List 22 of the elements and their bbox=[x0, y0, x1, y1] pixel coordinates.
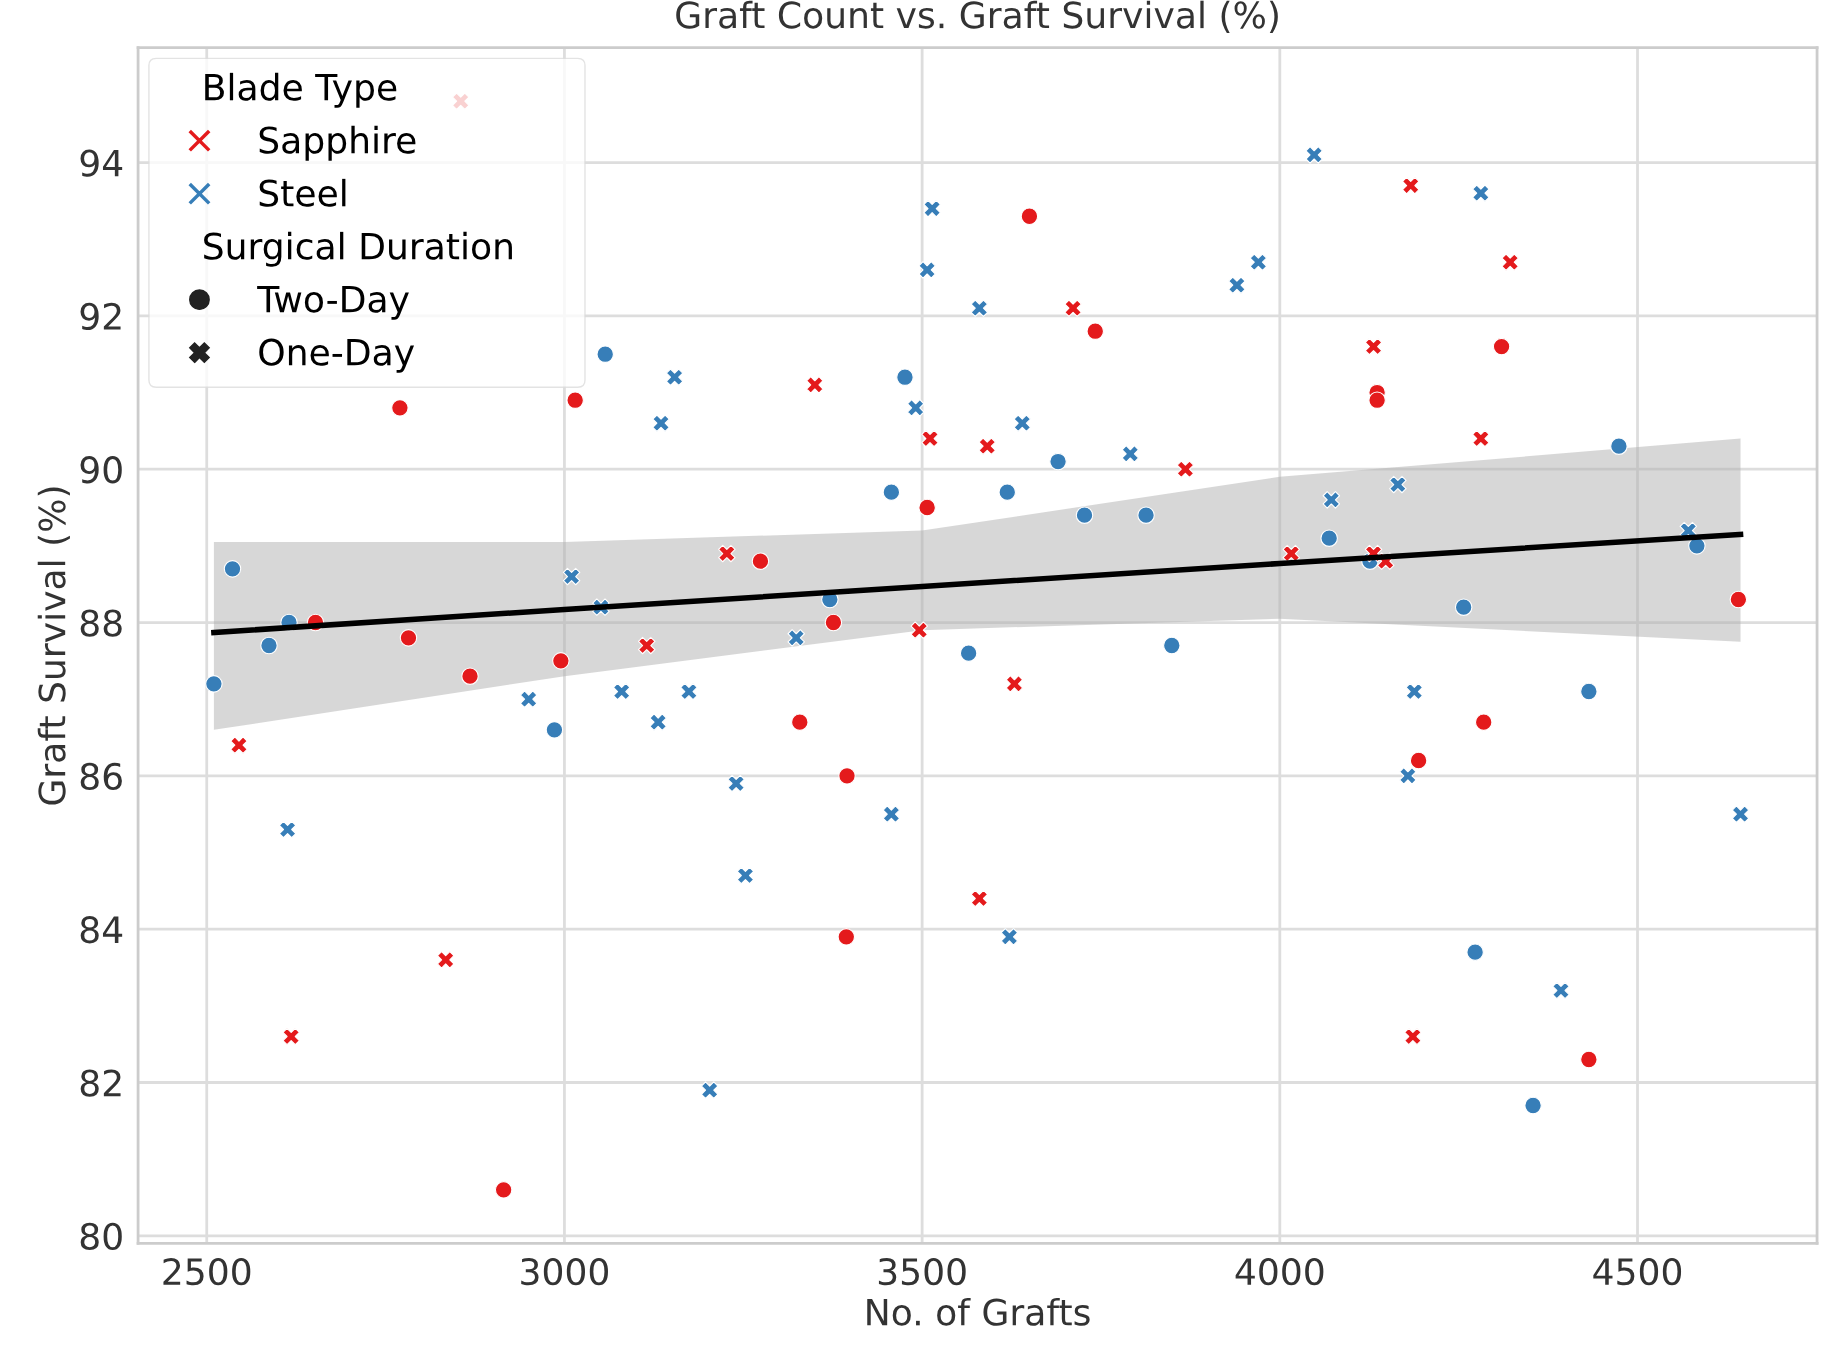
x-tick-label: 2500 bbox=[163, 1258, 251, 1286]
x-tick-label: 3500 bbox=[878, 1258, 966, 1286]
chart-title: Graft Count vs. Graft Survival (%) bbox=[676, 0, 1278, 33]
y-tick-label: 92 bbox=[80, 302, 121, 331]
x-tick-label: 4000 bbox=[1235, 1258, 1324, 1286]
y-tick-label: 86 bbox=[80, 762, 122, 791]
legend-label: Sapphire bbox=[259, 125, 416, 161]
annotation: One-Day bbox=[259, 338, 415, 373]
x-tick-label: 4500 bbox=[1593, 1258, 1682, 1286]
y-tick-label: 84 bbox=[80, 916, 123, 944]
x-axis-title: No. of Grafts bbox=[867, 1297, 1090, 1326]
legend-label: Steel bbox=[259, 178, 346, 207]
text: Blade Type bbox=[205, 72, 397, 108]
y-tick-label: 90 bbox=[80, 456, 122, 484]
y-tick-label: 80 bbox=[80, 1222, 122, 1251]
annotation: Two-Day bbox=[257, 285, 409, 320]
y-axis-title: Graft Survival (%) bbox=[37, 487, 70, 805]
y-tick-label: 94 bbox=[80, 149, 123, 177]
x-tick-label: 3000 bbox=[521, 1258, 608, 1286]
text: Surgical Duration bbox=[204, 231, 512, 267]
y-tick-label: 88 bbox=[80, 609, 122, 637]
y-tick-label: 82 bbox=[80, 1069, 121, 1097]
